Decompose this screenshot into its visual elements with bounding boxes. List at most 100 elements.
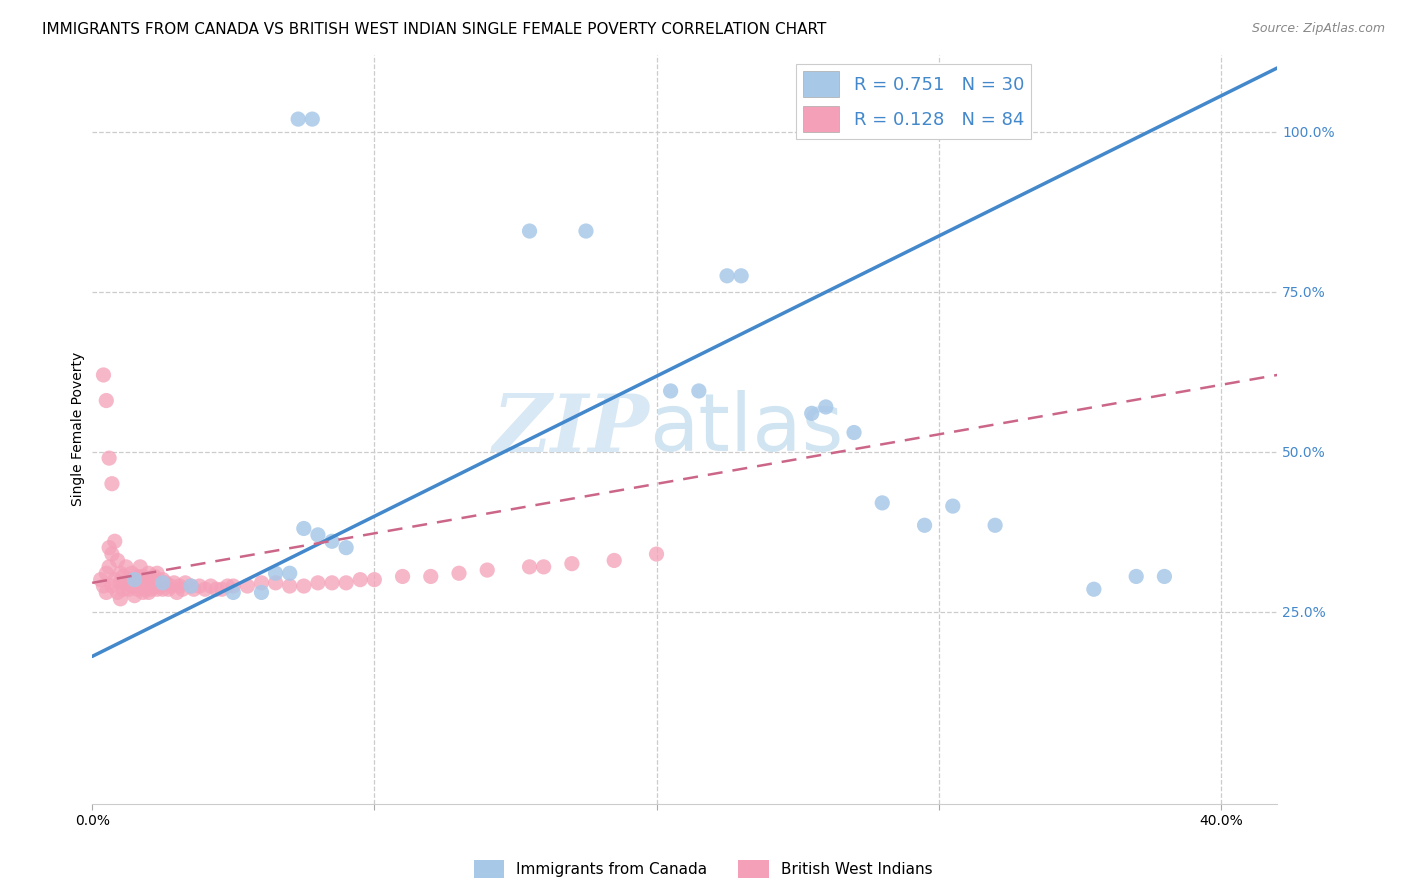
Point xyxy=(575,224,598,238)
Point xyxy=(135,575,157,590)
Point xyxy=(96,566,118,581)
Point xyxy=(1083,582,1105,597)
Point xyxy=(659,384,682,398)
Point xyxy=(292,521,315,535)
Point xyxy=(135,582,157,597)
Point xyxy=(984,518,1007,533)
Point xyxy=(152,582,174,597)
Point xyxy=(101,547,124,561)
Point xyxy=(250,575,273,590)
Point xyxy=(146,566,169,581)
Point xyxy=(96,585,118,599)
Point xyxy=(98,451,121,466)
Point xyxy=(180,579,202,593)
Point xyxy=(132,585,155,599)
Point xyxy=(307,528,329,542)
Text: ZIP: ZIP xyxy=(492,391,650,468)
Point xyxy=(264,575,287,590)
Text: IMMIGRANTS FROM CANADA VS BRITISH WEST INDIAN SINGLE FEMALE POVERTY CORRELATION : IMMIGRANTS FROM CANADA VS BRITISH WEST I… xyxy=(42,22,827,37)
Point xyxy=(730,268,752,283)
Point xyxy=(222,585,245,599)
Point xyxy=(118,573,141,587)
Point xyxy=(166,585,188,599)
Point xyxy=(124,573,146,587)
Point xyxy=(138,585,160,599)
Point xyxy=(110,591,132,606)
Point xyxy=(141,582,163,597)
Point xyxy=(104,534,127,549)
Point xyxy=(146,582,169,597)
Point xyxy=(519,559,541,574)
Point xyxy=(194,582,217,597)
Point xyxy=(127,582,149,597)
Point xyxy=(321,534,343,549)
Point xyxy=(870,496,893,510)
Point xyxy=(143,569,166,583)
Point xyxy=(335,575,357,590)
Point xyxy=(205,582,228,597)
Point xyxy=(561,557,583,571)
Point xyxy=(129,579,152,593)
Point xyxy=(110,575,132,590)
Point xyxy=(321,575,343,590)
Point xyxy=(104,573,127,587)
Point xyxy=(349,573,371,587)
Point xyxy=(222,579,245,593)
Point xyxy=(112,569,135,583)
Point xyxy=(138,566,160,581)
Point xyxy=(477,563,499,577)
Point xyxy=(118,582,141,597)
Point xyxy=(180,579,202,593)
Point xyxy=(101,579,124,593)
Point xyxy=(1153,569,1175,583)
Point xyxy=(124,589,146,603)
Point xyxy=(363,573,385,587)
Point xyxy=(188,579,211,593)
Legend: R = 0.751   N = 30, R = 0.128   N = 84: R = 0.751 N = 30, R = 0.128 N = 84 xyxy=(796,64,1031,139)
Point xyxy=(519,224,541,238)
Point xyxy=(163,575,186,590)
Point xyxy=(149,579,172,593)
Legend: Immigrants from Canada, British West Indians: Immigrants from Canada, British West Ind… xyxy=(467,854,939,884)
Point xyxy=(335,541,357,555)
Point xyxy=(250,585,273,599)
Point xyxy=(98,559,121,574)
Point xyxy=(800,406,823,420)
Point xyxy=(287,112,309,127)
Point xyxy=(107,553,129,567)
Point xyxy=(157,582,180,597)
Point xyxy=(96,393,118,408)
Point xyxy=(301,112,323,127)
Point xyxy=(942,499,965,513)
Point xyxy=(211,582,233,597)
Point xyxy=(101,476,124,491)
Point xyxy=(124,573,146,587)
Point xyxy=(716,268,738,283)
Point xyxy=(121,566,143,581)
Point xyxy=(236,579,259,593)
Point xyxy=(278,579,301,593)
Point xyxy=(264,566,287,581)
Point xyxy=(174,575,197,590)
Point xyxy=(172,582,194,597)
Point xyxy=(645,547,668,561)
Point xyxy=(307,575,329,590)
Point xyxy=(152,573,174,587)
Text: atlas: atlas xyxy=(650,391,844,468)
Point xyxy=(107,585,129,599)
Point xyxy=(93,579,115,593)
Point xyxy=(842,425,865,440)
Point xyxy=(90,573,112,587)
Point xyxy=(127,569,149,583)
Point xyxy=(688,384,710,398)
Point xyxy=(169,579,191,593)
Point xyxy=(533,559,555,574)
Point xyxy=(152,575,174,590)
Point xyxy=(155,575,177,590)
Point xyxy=(112,582,135,597)
Point xyxy=(132,569,155,583)
Point xyxy=(115,559,138,574)
Point xyxy=(914,518,936,533)
Y-axis label: Single Female Poverty: Single Female Poverty xyxy=(72,352,86,507)
Point xyxy=(603,553,626,567)
